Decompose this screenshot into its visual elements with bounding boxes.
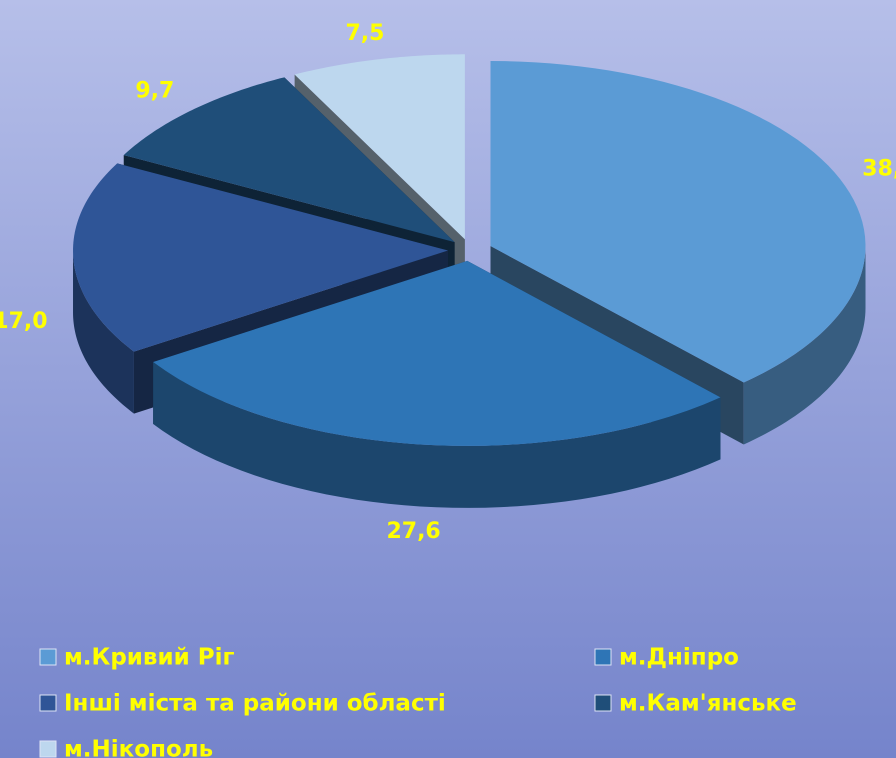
slice-side bbox=[153, 361, 721, 508]
legend-swatch bbox=[39, 648, 57, 666]
legend-label: м.Дніпро bbox=[619, 645, 739, 671]
pie bbox=[73, 54, 866, 508]
slice-side bbox=[743, 246, 866, 445]
slice bbox=[153, 260, 721, 446]
data-label: 38,2 bbox=[862, 157, 896, 182]
slice bbox=[123, 77, 455, 243]
data-label: 9,7 bbox=[135, 79, 174, 104]
slice bbox=[73, 163, 449, 352]
legend-swatch bbox=[594, 694, 612, 712]
data-labels: 38,2 27,6 17,0 9,7 7,5 bbox=[0, 21, 896, 544]
data-label: 27,6 bbox=[386, 519, 440, 544]
data-label: 17,0 bbox=[0, 309, 48, 334]
legend-swatch bbox=[594, 648, 612, 666]
legend-label: Інші міста та райони області bbox=[64, 691, 446, 717]
legend-swatch bbox=[39, 740, 57, 758]
legend: м.Кривий Ріг м.Дніпро Інші міста та райони… bbox=[39, 645, 797, 758]
data-label: 7,5 bbox=[345, 21, 384, 46]
slice bbox=[490, 61, 866, 383]
slice-side bbox=[73, 250, 134, 414]
slice bbox=[294, 54, 465, 240]
legend-label: м.Кам'янське bbox=[619, 691, 797, 717]
legend-swatch bbox=[39, 694, 57, 712]
legend-label: м.Кривий Ріг bbox=[64, 645, 234, 671]
legend-label: м.Нікополь bbox=[64, 737, 213, 758]
